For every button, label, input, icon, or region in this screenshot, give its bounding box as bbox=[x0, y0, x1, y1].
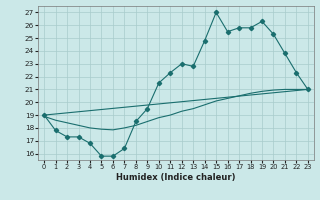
X-axis label: Humidex (Indice chaleur): Humidex (Indice chaleur) bbox=[116, 173, 236, 182]
